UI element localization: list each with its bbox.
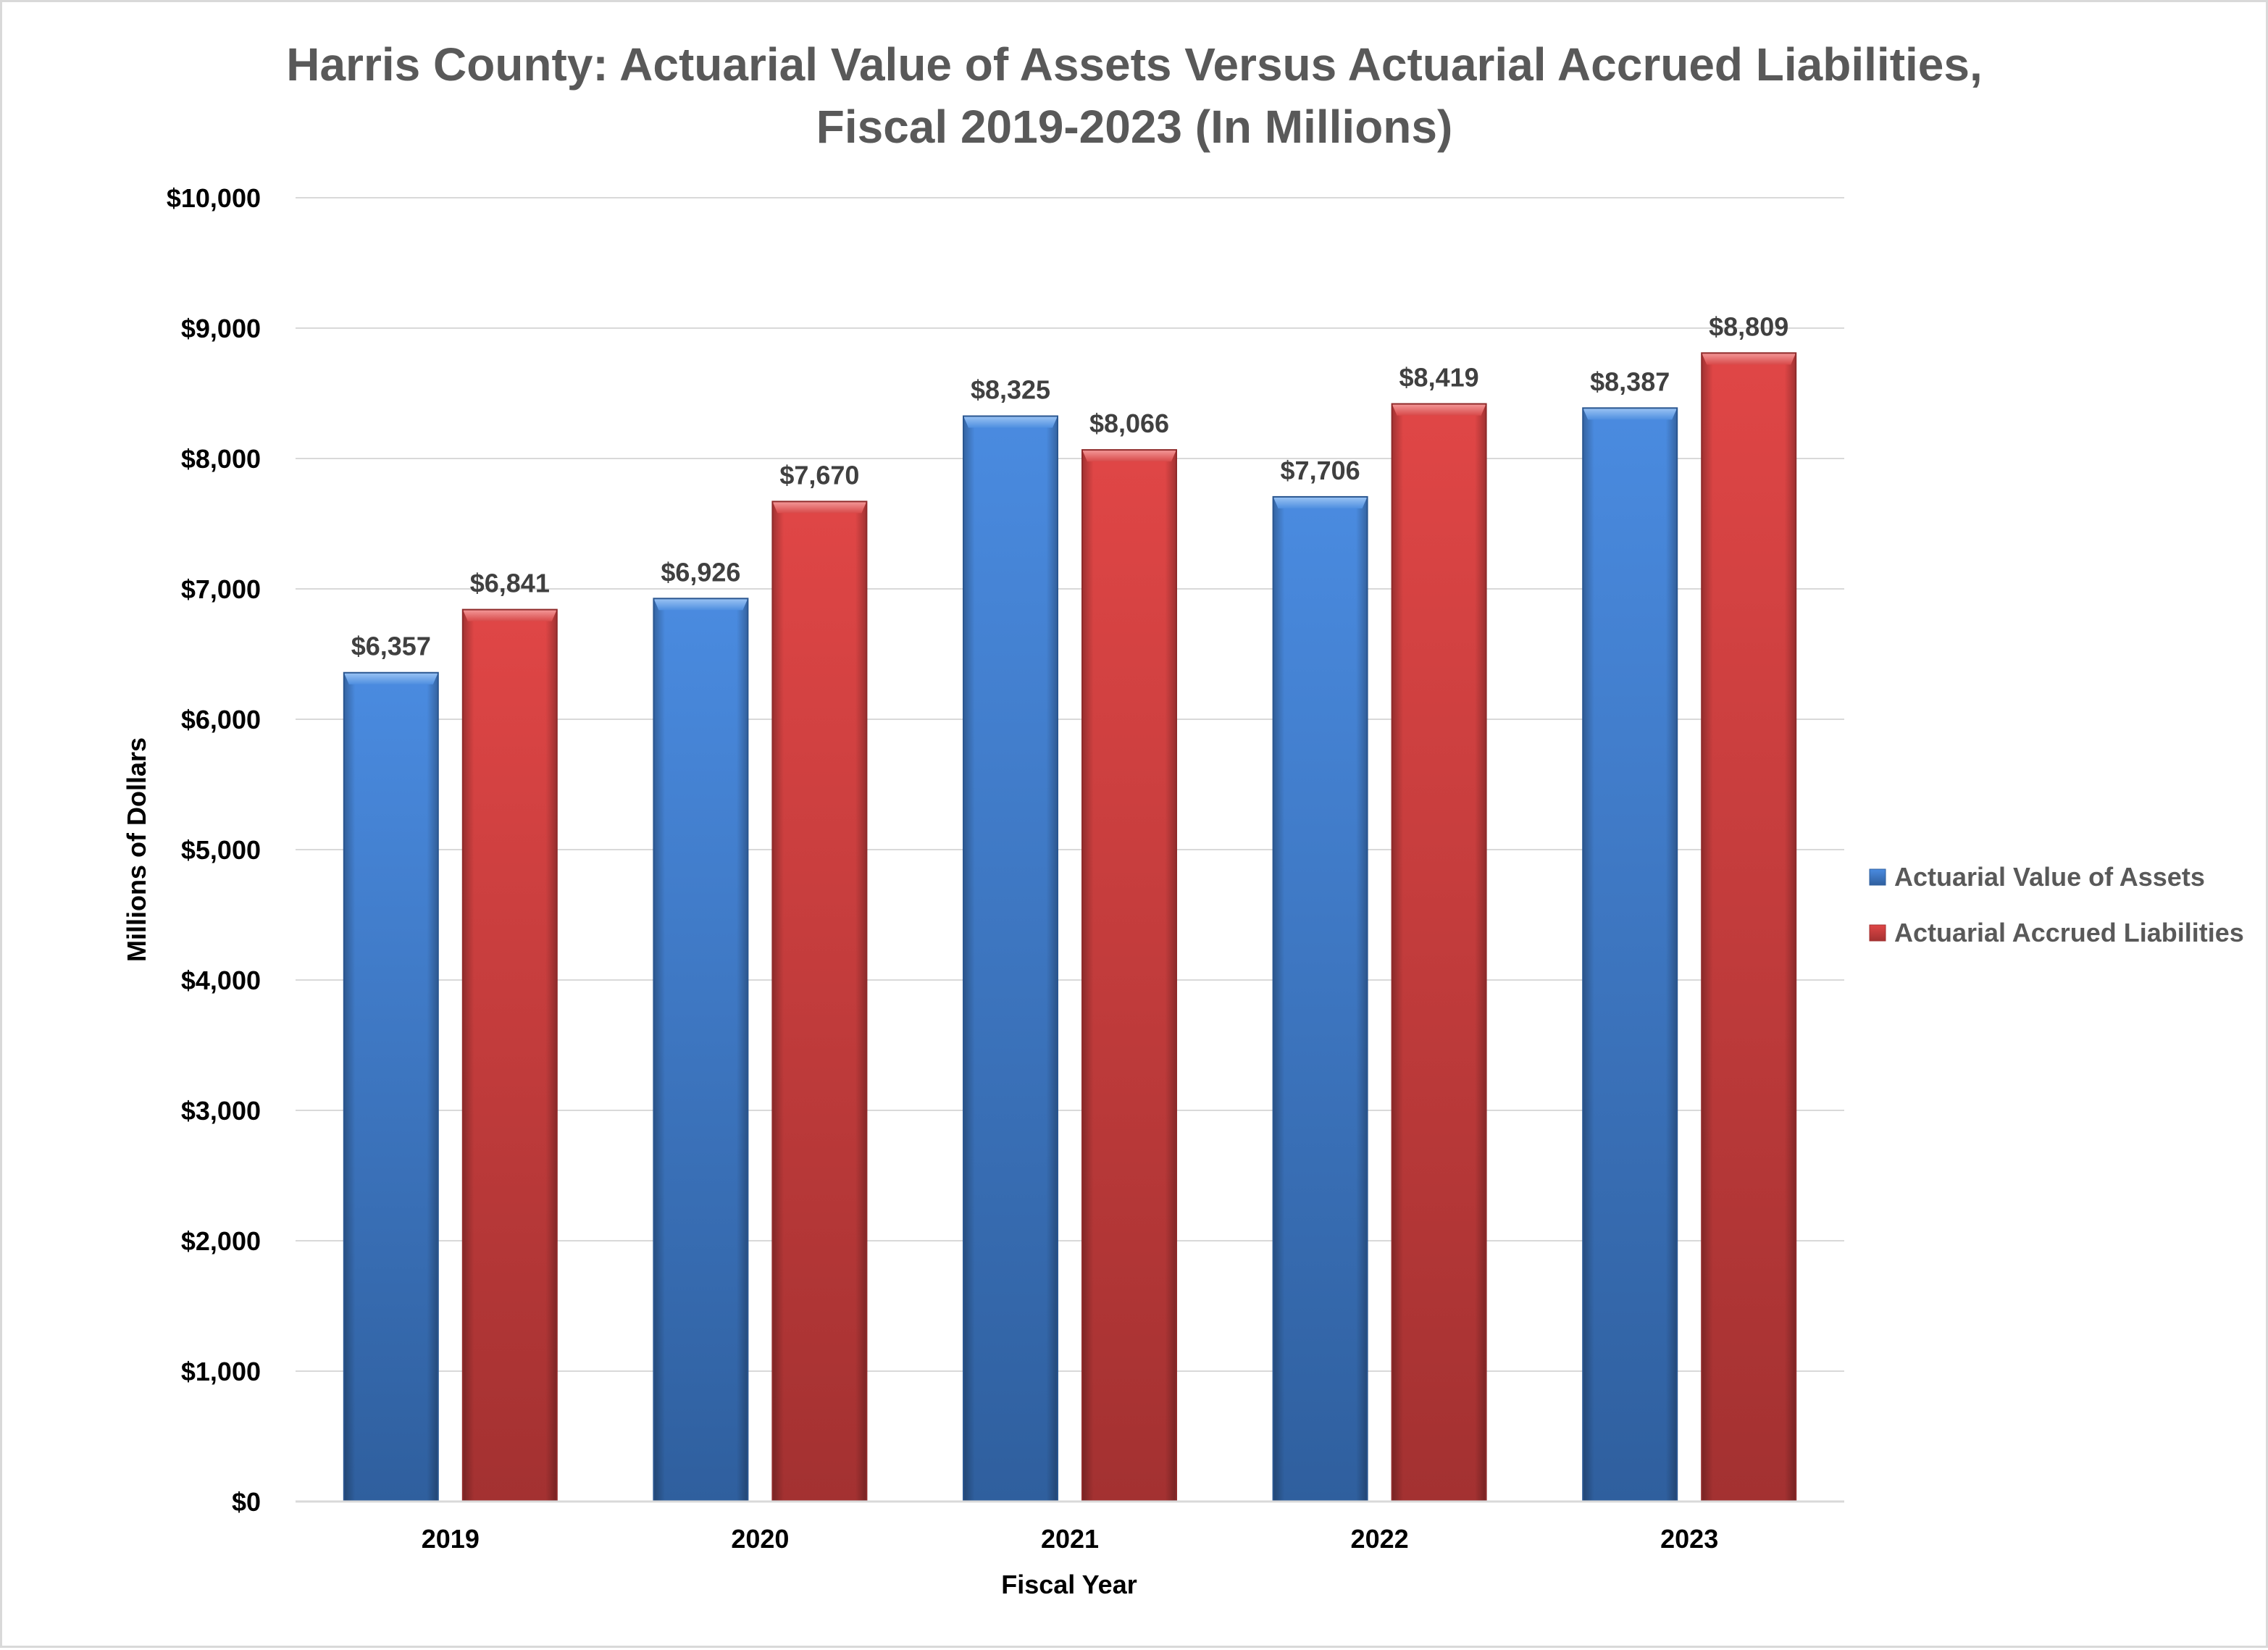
y-tick-label: $3,000 <box>181 1096 261 1126</box>
chart-subtitle: Fiscal 2019-2023 (In Millions) <box>816 101 1453 153</box>
bar-bevel-cap <box>1082 450 1176 462</box>
chart-title: Harris County: Actuarial Value of Assets… <box>286 38 1983 91</box>
y-tick-label: $1,000 <box>181 1357 261 1386</box>
bar-shading <box>1583 408 1678 1502</box>
bar-assets-2021[interactable] <box>963 415 1058 1502</box>
y-axis-ticks: $0 $1,000 $2,000 $3,000 $4,000 $5,000 $6,000 $7… <box>167 183 261 1517</box>
y-tick-label: $5,000 <box>181 835 261 865</box>
data-label: $7,706 <box>1281 456 1360 485</box>
data-label: $8,325 <box>971 375 1050 405</box>
legend-swatch-liabilities <box>1869 924 1886 942</box>
bar-shading <box>1392 403 1486 1502</box>
bar-liabilities-2020[interactable] <box>771 501 868 1502</box>
bar-bevel-cap <box>963 416 1058 428</box>
data-label: $6,357 <box>351 632 431 661</box>
bar-assets-2023[interactable] <box>1582 407 1678 1503</box>
bar-bevel-cap <box>1702 353 1796 365</box>
bar-bevel-cap <box>343 672 438 684</box>
bar-liabilities-2022[interactable] <box>1391 403 1487 1503</box>
y-tick-label: $4,000 <box>181 966 261 995</box>
bar-shading <box>772 501 867 1502</box>
x-axis-ticks: 2019 2020 2021 2022 2023 <box>422 1524 1718 1554</box>
bar-bevel-cap <box>653 598 748 611</box>
bar-shading <box>963 416 1058 1502</box>
y-tick-label: $2,000 <box>181 1226 261 1256</box>
legend-swatch-assets <box>1869 868 1886 886</box>
bar-bevel-cap <box>1583 408 1678 420</box>
legend-label-assets: Actuarial Value of Assets <box>1894 862 2205 892</box>
legend: Actuarial Value of Assets Actuarial Accr… <box>1869 862 2244 947</box>
bar-liabilities-2021[interactable] <box>1081 449 1177 1502</box>
x-tick-label: 2023 <box>1660 1524 1718 1554</box>
bar-shading <box>462 609 557 1502</box>
bar-assets-2019[interactable] <box>343 671 439 1502</box>
bar-bevel-cap <box>772 501 867 514</box>
data-label: $6,926 <box>661 557 740 587</box>
y-tick-label: $10,000 <box>167 183 261 213</box>
y-tick-label: $7,000 <box>181 574 261 604</box>
bar-liabilities-2023[interactable] <box>1701 352 1797 1502</box>
bar-bevel-cap <box>1392 403 1486 416</box>
bar-shading <box>1702 353 1796 1502</box>
y-axis-label: Millions of Dollars <box>122 737 151 962</box>
legend-item-assets[interactable]: Actuarial Value of Assets <box>1869 862 2205 892</box>
data-label: $8,387 <box>1590 367 1670 396</box>
data-label: $8,419 <box>1399 363 1479 393</box>
bar-assets-2020[interactable] <box>653 598 749 1503</box>
bar-shading <box>1082 450 1176 1502</box>
data-label: $8,809 <box>1709 311 1788 341</box>
bar-bevel-cap <box>462 609 557 621</box>
x-tick-label: 2019 <box>422 1524 480 1554</box>
bar-assets-2022[interactable] <box>1272 495 1368 1502</box>
data-labels: $6,357 $6,841 $6,926 $7,670 $8,325 $8,066 $7,7… <box>351 311 1789 661</box>
data-label: $8,066 <box>1089 409 1169 438</box>
y-tick-label: $0 <box>232 1487 261 1517</box>
bar-shading <box>343 672 438 1502</box>
bars <box>343 352 1797 1503</box>
bar-shading <box>1273 496 1368 1502</box>
y-tick-label: $9,000 <box>181 314 261 343</box>
data-label: $6,841 <box>470 569 550 598</box>
y-tick-label: $6,000 <box>181 705 261 734</box>
legend-item-liabilities[interactable]: Actuarial Accrued Liabilities <box>1869 918 2244 947</box>
bar-shading <box>653 598 748 1502</box>
bar-liabilities-2019[interactable] <box>461 608 558 1502</box>
x-tick-label: 2022 <box>1351 1524 1409 1554</box>
data-label: $7,670 <box>779 460 859 490</box>
x-tick-label: 2020 <box>731 1524 789 1554</box>
legend-label-liabilities: Actuarial Accrued Liabilities <box>1894 918 2244 947</box>
x-tick-label: 2021 <box>1041 1524 1099 1554</box>
x-axis-label: Fiscal Year <box>1001 1570 1137 1599</box>
bar-bevel-cap <box>1273 496 1368 508</box>
y-tick-label: $8,000 <box>181 444 261 474</box>
